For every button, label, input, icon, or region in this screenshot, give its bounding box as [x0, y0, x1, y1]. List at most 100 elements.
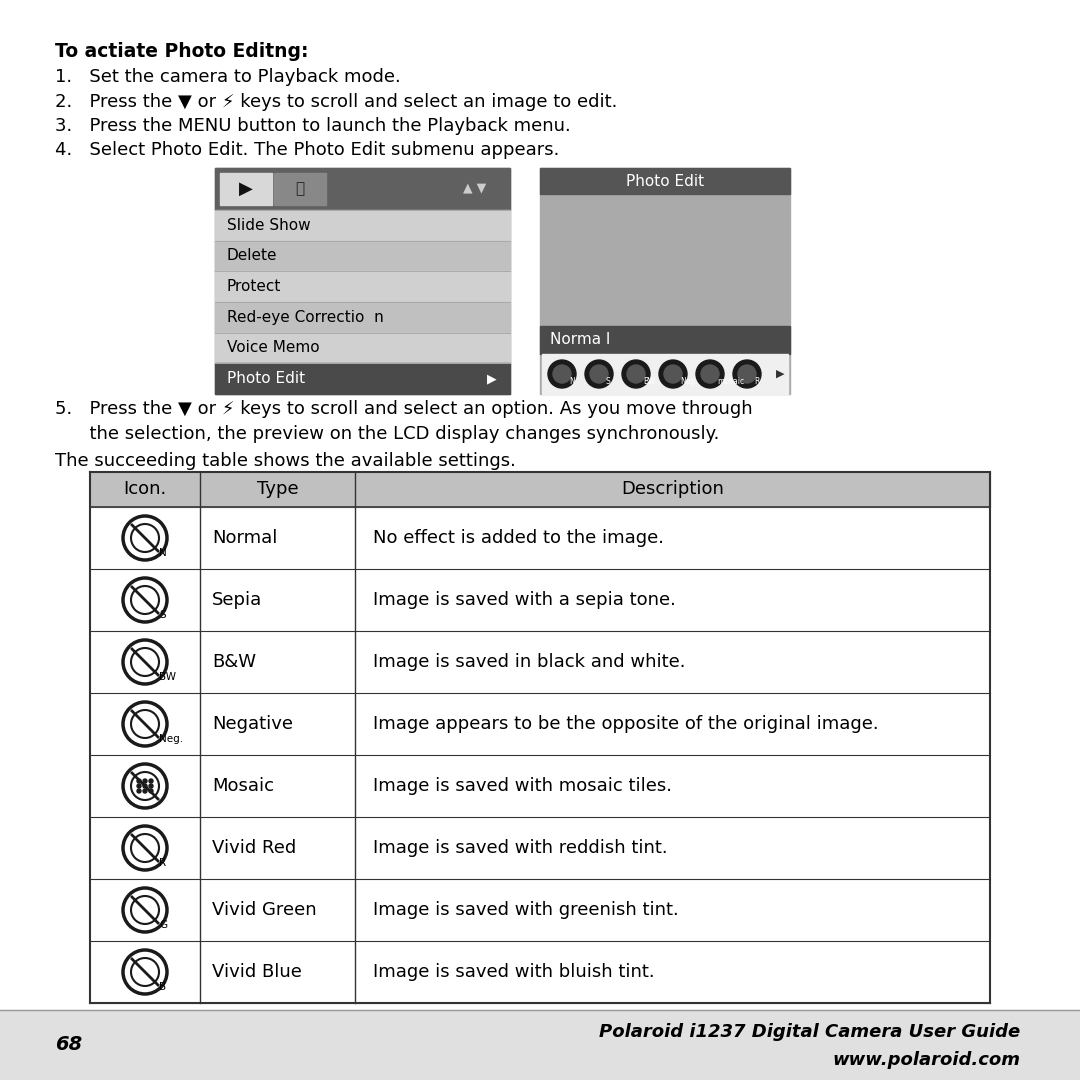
Text: R: R [754, 378, 759, 387]
Circle shape [149, 784, 153, 788]
Bar [215, 363, 510, 394]
Text: To actiate Photo Editng:: To actiate Photo Editng: [55, 42, 309, 60]
Circle shape [590, 365, 608, 383]
Circle shape [143, 779, 147, 783]
Text: Vivid Red: Vivid Red [212, 839, 296, 858]
Text: BW: BW [159, 672, 176, 681]
Text: Sepia: Sepia [212, 591, 262, 609]
Text: Description: Description [621, 481, 724, 499]
Bar [90, 693, 990, 755]
Circle shape [548, 360, 576, 388]
Text: R: R [159, 858, 166, 868]
Text: Delete: Delete [227, 248, 278, 264]
Circle shape [137, 789, 141, 793]
Text: Photo Edit: Photo Edit [227, 372, 306, 387]
Text: Red-eye Correctio  n: Red-eye Correctio n [227, 310, 383, 325]
Text: N: N [159, 548, 166, 558]
Text: ▶: ▶ [239, 180, 253, 198]
Circle shape [696, 360, 724, 388]
Text: 2.   Press the ▼ or ⚡ keys to scroll and select an image to edit.: 2. Press the ▼ or ⚡ keys to scroll and s… [55, 93, 618, 111]
Bar [215, 168, 510, 394]
Bar [90, 879, 990, 941]
Text: No effect is added to the image.: No effect is added to the image. [373, 529, 664, 546]
Bar [0, 1010, 1080, 1080]
Bar [90, 631, 990, 693]
Text: Image is saved with reddish tint.: Image is saved with reddish tint. [373, 839, 667, 858]
Circle shape [143, 789, 147, 793]
Text: Negative: Negative [212, 715, 293, 733]
Bar [90, 569, 990, 631]
Text: the selection, the preview on the LCD display changes synchronously.: the selection, the preview on the LCD di… [55, 426, 719, 443]
Circle shape [137, 779, 141, 783]
Circle shape [149, 779, 153, 783]
Text: Voice Memo: Voice Memo [227, 340, 320, 355]
Text: S: S [606, 378, 611, 387]
Bar [215, 241, 510, 271]
Text: BW: BW [643, 378, 656, 387]
Text: Slide Show: Slide Show [227, 218, 311, 233]
Text: S: S [159, 610, 165, 620]
Bar [90, 755, 990, 816]
Text: ▲ ▼: ▲ ▼ [463, 181, 487, 194]
Bar [215, 271, 510, 302]
Text: 3.   Press the MENU button to launch the Playback menu.: 3. Press the MENU button to launch the P… [55, 117, 570, 135]
Bar [540, 168, 789, 394]
Text: Norma l: Norma l [550, 333, 610, 348]
Text: Normal: Normal [212, 529, 278, 546]
Text: Vivid Blue: Vivid Blue [212, 963, 302, 981]
Circle shape [553, 365, 571, 383]
Text: G: G [159, 920, 167, 930]
Text: B&W: B&W [212, 653, 256, 671]
Text: 4.   Select Photo Edit. The Photo Edit submenu appears.: 4. Select Photo Edit. The Photo Edit sub… [55, 141, 559, 159]
Circle shape [738, 365, 756, 383]
Text: Image is saved with a sepia tone.: Image is saved with a sepia tone. [373, 591, 676, 609]
Text: Image is saved with greenish tint.: Image is saved with greenish tint. [373, 901, 678, 919]
Circle shape [585, 360, 613, 388]
Bar [215, 210, 510, 241]
Bar [540, 168, 789, 194]
Bar [542, 354, 788, 394]
Text: The succeeding table shows the available settings.: The succeeding table shows the available… [55, 453, 516, 470]
Bar [90, 941, 990, 1003]
Text: Mosaic: Mosaic [212, 777, 274, 795]
Text: B: B [159, 982, 166, 993]
Circle shape [149, 789, 153, 793]
Circle shape [143, 784, 147, 788]
Circle shape [701, 365, 719, 383]
Text: 68: 68 [55, 1036, 82, 1054]
Text: Vivid Green: Vivid Green [212, 901, 316, 919]
Text: N: N [569, 378, 575, 387]
Circle shape [664, 365, 681, 383]
Text: Icon.: Icon. [123, 481, 166, 499]
Circle shape [659, 360, 687, 388]
Text: ▶: ▶ [777, 369, 784, 379]
Bar [90, 507, 990, 569]
Text: Image is saved with mosaic tiles.: Image is saved with mosaic tiles. [373, 777, 672, 795]
Text: Image is saved in black and white.: Image is saved in black and white. [373, 653, 686, 671]
Text: Type: Type [257, 481, 298, 499]
Text: Neg.: Neg. [159, 734, 184, 744]
Bar [90, 472, 990, 507]
Text: Polaroid i1237 Digital Camera User Guide: Polaroid i1237 Digital Camera User Guide [598, 1023, 1020, 1041]
Bar [274, 173, 326, 205]
Circle shape [733, 360, 761, 388]
Text: www.polaroid.com: www.polaroid.com [832, 1051, 1020, 1069]
Bar [90, 816, 990, 879]
Bar [540, 326, 789, 354]
Bar [220, 173, 272, 205]
Bar [215, 168, 510, 210]
Bar [215, 302, 510, 333]
Text: 🔧: 🔧 [296, 181, 305, 197]
Text: Image appears to be the opposite of the original image.: Image appears to be the opposite of the … [373, 715, 879, 733]
Circle shape [622, 360, 650, 388]
Text: mosaic: mosaic [717, 378, 744, 387]
Text: 5.   Press the ▼ or ⚡ keys to scroll and select an option. As you move through: 5. Press the ▼ or ⚡ keys to scroll and s… [55, 400, 753, 418]
Text: Neg.: Neg. [680, 378, 698, 387]
Text: Protect: Protect [227, 279, 282, 294]
Text: 1.   Set the camera to Playback mode.: 1. Set the camera to Playback mode. [55, 68, 401, 86]
Text: Image is saved with bluish tint.: Image is saved with bluish tint. [373, 963, 654, 981]
Circle shape [627, 365, 645, 383]
Circle shape [137, 784, 141, 788]
Bar [215, 333, 510, 363]
Text: ▶: ▶ [487, 373, 497, 386]
